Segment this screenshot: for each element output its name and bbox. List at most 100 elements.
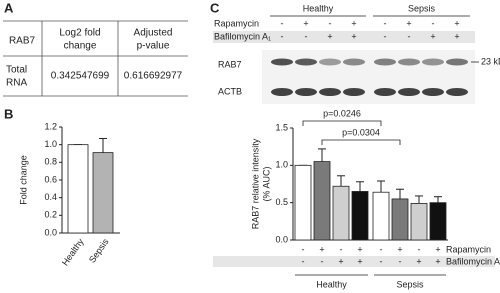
x-tick-label: Sepsis xyxy=(87,236,111,264)
band xyxy=(374,88,396,96)
band xyxy=(422,88,444,96)
sign: + xyxy=(338,256,343,266)
y-tick-label: 1.0 xyxy=(275,160,288,170)
bar xyxy=(332,185,350,241)
y-tick-label: 1.0 xyxy=(44,139,57,149)
sign: + xyxy=(357,244,362,254)
band xyxy=(319,58,341,66)
group-label: Sepsis xyxy=(396,279,424,289)
row-label: Rapamycin xyxy=(214,18,259,28)
sign: - xyxy=(281,18,284,28)
y-tick-label: 0.0 xyxy=(44,227,57,237)
marker-label: 23 kDa xyxy=(481,56,500,66)
group-label: Healthy xyxy=(316,279,347,289)
sign: - xyxy=(432,18,435,28)
band xyxy=(446,88,468,96)
y-tick-label: 0.2 xyxy=(44,210,57,220)
panel-label: B xyxy=(4,106,13,121)
bar xyxy=(313,161,331,241)
band-label: RAB7 xyxy=(218,59,242,69)
row-label: Bafilomycin A₁ xyxy=(446,256,500,266)
bar xyxy=(92,152,114,234)
sign: - xyxy=(340,244,343,254)
bar xyxy=(67,144,89,234)
band xyxy=(319,88,341,96)
y-axis-label: Fold change xyxy=(18,155,28,205)
band xyxy=(398,58,420,66)
row-shade xyxy=(213,31,475,43)
sign: - xyxy=(418,244,421,254)
sign: + xyxy=(430,31,435,41)
bar xyxy=(294,164,312,241)
sign: - xyxy=(380,256,383,266)
row-shade xyxy=(213,256,495,267)
band xyxy=(271,88,293,96)
table xyxy=(3,20,188,97)
panel-label: A xyxy=(4,0,14,15)
band xyxy=(343,58,365,66)
sign: - xyxy=(302,244,305,254)
table-cell: RAB7 xyxy=(9,36,36,47)
bar xyxy=(351,191,369,241)
sign: + xyxy=(435,256,440,266)
annotation: p=0.0304 xyxy=(342,127,380,137)
y-tick-label: 0.8 xyxy=(44,157,57,167)
band xyxy=(295,88,317,96)
significance-bracket xyxy=(302,120,382,126)
sign: - xyxy=(384,31,387,41)
bar xyxy=(372,191,390,241)
band xyxy=(271,58,293,66)
table-cell: Total xyxy=(6,65,27,76)
band xyxy=(398,88,420,96)
y-tick-label: 0.5 xyxy=(275,197,288,207)
sign: + xyxy=(327,31,332,41)
sign: - xyxy=(380,244,383,254)
sign: + xyxy=(397,244,402,254)
sign: + xyxy=(357,256,362,266)
significance-bracket xyxy=(321,139,401,145)
row-label: Bafilomycin A₁ xyxy=(214,31,271,41)
x-tick-label: Healthy xyxy=(60,236,86,267)
sign: - xyxy=(384,18,387,28)
y-tick-label: 0.6 xyxy=(44,174,57,184)
sign: - xyxy=(329,18,332,28)
blot-image xyxy=(262,50,475,104)
sign: - xyxy=(305,31,308,41)
sign: + xyxy=(435,244,440,254)
band xyxy=(343,88,365,96)
table-cell: change xyxy=(64,41,97,52)
table-cell: 0.342547699 xyxy=(51,71,110,82)
row-label: Rapamycin xyxy=(446,244,491,254)
sign: + xyxy=(319,244,324,254)
bar xyxy=(429,202,447,241)
table-cell: p-value xyxy=(137,41,170,52)
y-axis-label: RAB7 relative intensity xyxy=(250,138,260,229)
band-label: ACTB xyxy=(218,86,242,96)
bar xyxy=(410,203,428,241)
band xyxy=(295,58,317,66)
y-axis-label: (% AUC) xyxy=(261,166,271,201)
sign: - xyxy=(399,256,402,266)
panel-label: C xyxy=(210,0,220,15)
sign: + xyxy=(416,256,421,266)
group-label: Healthy xyxy=(303,3,334,13)
sign: - xyxy=(281,31,284,41)
y-tick-label: 0.4 xyxy=(44,192,57,202)
table-cell: Log2 fold xyxy=(59,28,100,39)
sign: + xyxy=(351,18,356,28)
sign: - xyxy=(321,256,324,266)
band xyxy=(422,58,444,66)
table-cell: Adjusted xyxy=(134,28,173,39)
sign: + xyxy=(406,18,411,28)
group-label: Sepsis xyxy=(408,3,436,13)
band xyxy=(446,58,468,66)
sign: + xyxy=(351,31,356,41)
sign: + xyxy=(454,31,459,41)
table-cell: 0.616692977 xyxy=(124,71,183,82)
y-tick-label: 1.5 xyxy=(275,122,288,132)
sign: - xyxy=(302,256,305,266)
table-cell: RNA xyxy=(6,78,27,89)
y-tick-label: 0.0 xyxy=(275,234,288,244)
